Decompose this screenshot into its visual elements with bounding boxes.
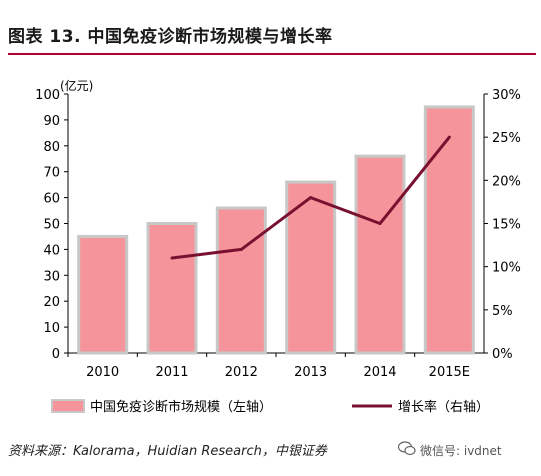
left-tick-label: 20	[43, 295, 60, 310]
x-tick-label: 2012	[225, 365, 258, 380]
left-tick-label: 80	[43, 140, 60, 155]
left-tick-label: 100	[35, 88, 60, 103]
watermark: 微信号: ivdnet	[420, 444, 502, 458]
left-tick-label: 0	[52, 347, 60, 362]
title-rule	[8, 53, 536, 55]
x-tick-label: 2010	[86, 365, 119, 380]
right-tick-label: 15%	[492, 218, 521, 233]
left-tick-label: 30	[43, 269, 60, 284]
x-tick-label: 2013	[294, 365, 327, 380]
right-tick-label: 30%	[492, 88, 521, 103]
right-tick-label: 20%	[492, 174, 521, 189]
left-tick-label: 60	[43, 192, 60, 207]
right-tick-label: 0%	[492, 347, 513, 362]
bar	[423, 105, 475, 355]
right-tick-label: 25%	[492, 131, 521, 146]
left-tick-label: 40	[43, 243, 60, 258]
x-tick-label: 2011	[155, 365, 188, 380]
right-tick-label: 10%	[492, 261, 521, 276]
left-tick-label: 70	[43, 166, 60, 181]
left-tick-label: 50	[43, 218, 60, 233]
bar	[285, 180, 337, 355]
line-point	[309, 196, 313, 200]
wechat-icon	[398, 441, 416, 456]
bar	[77, 234, 129, 355]
right-tick-label: 5%	[492, 304, 513, 319]
line-point	[170, 256, 174, 260]
legend-swatch-bar	[51, 399, 85, 413]
line-point	[378, 222, 382, 225]
line-point	[239, 247, 243, 251]
left-tick-label: 10	[43, 321, 60, 336]
x-tick-label: 2015E	[429, 365, 470, 380]
left-tick-label: 90	[43, 114, 60, 129]
bar	[215, 206, 267, 355]
line-point	[447, 135, 451, 139]
x-tick-label: 2014	[363, 365, 396, 380]
source-note: 资料来源：Kalorama，Huidian Research，中银证券	[8, 444, 327, 459]
left-axis-unit: (亿元)	[60, 78, 93, 93]
legend-label-bar: 中国免疫诊断市场规模（左轴）	[90, 399, 272, 415]
chart-title: 图表 13. 中国免疫诊断市场规模与增长率	[8, 27, 333, 47]
bar	[146, 222, 198, 355]
bar	[354, 154, 406, 355]
legend-label-line: 增长率（右轴）	[398, 399, 489, 415]
